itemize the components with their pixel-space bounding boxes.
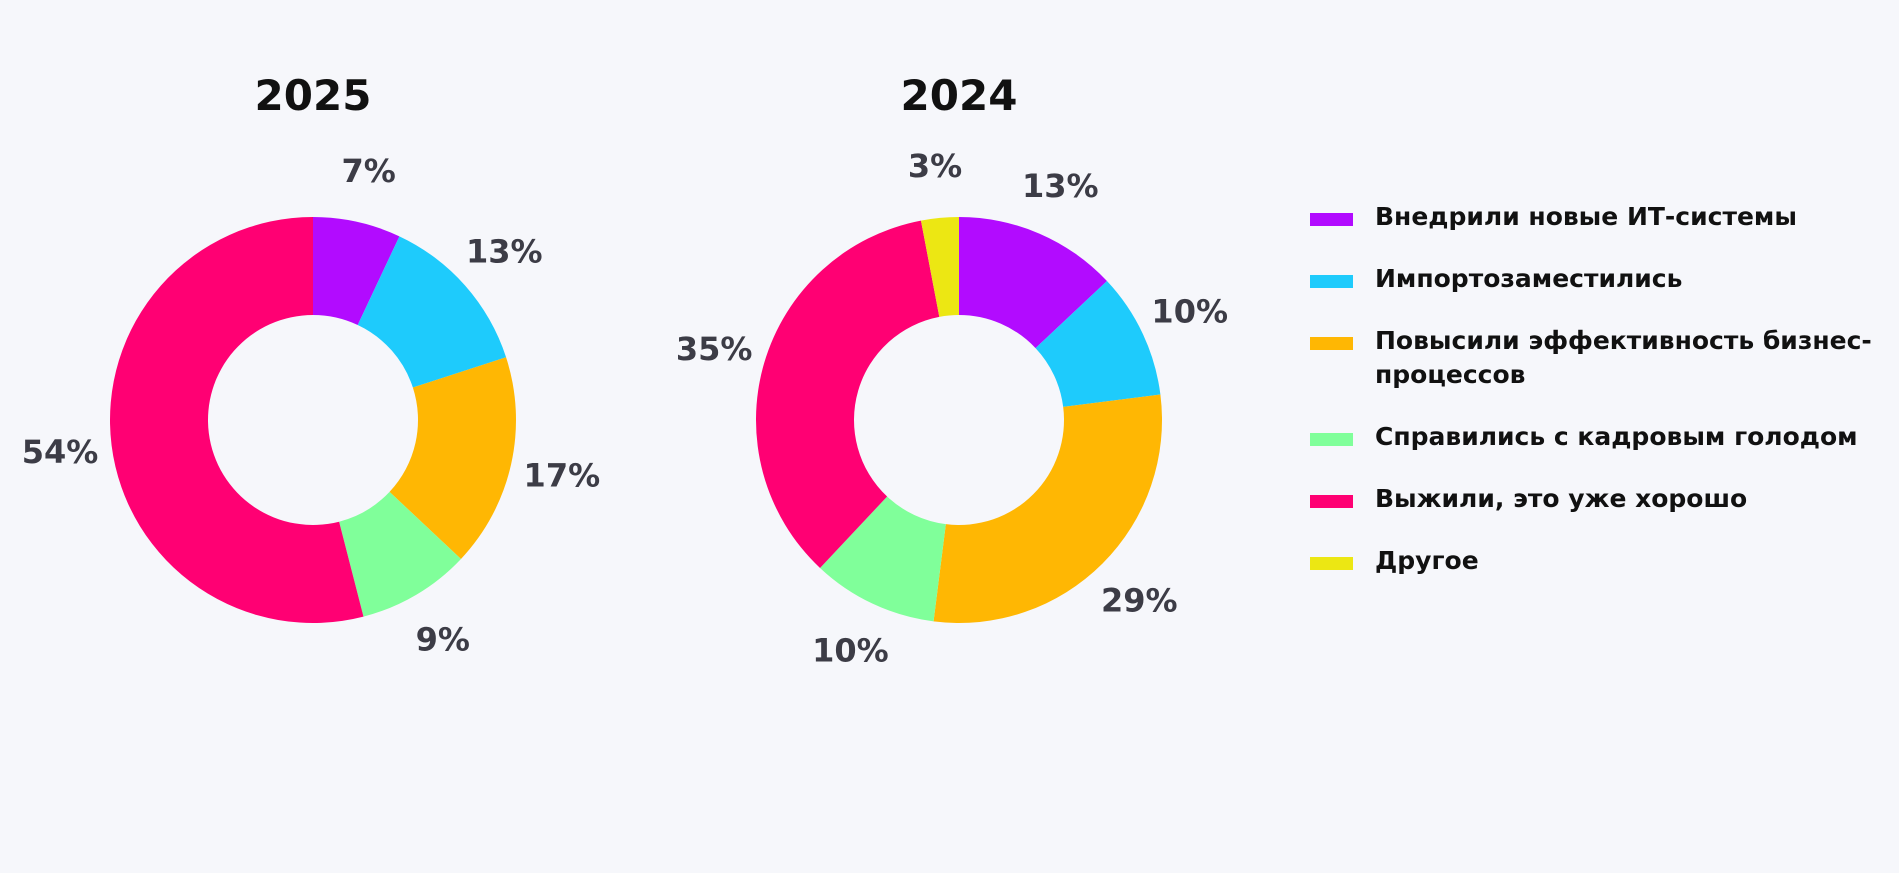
legend-swatch — [1310, 495, 1353, 508]
donut-slice — [820, 496, 946, 622]
donut-slice — [933, 394, 1162, 623]
legend-swatch — [1310, 557, 1353, 570]
slice-label: 17% — [524, 457, 601, 495]
legend-item: Внедрили новые ИТ-системы — [1310, 200, 1890, 234]
legend-item: Другое — [1310, 544, 1890, 578]
legend-swatch — [1310, 337, 1353, 350]
legend-label: Повысили эффективность бизнес-процессов — [1375, 326, 1872, 389]
legend-swatch — [1310, 275, 1353, 288]
legend-item: Выжили, это уже хорошо — [1310, 482, 1890, 516]
slice-label: 13% — [1022, 167, 1099, 205]
legend-swatch — [1310, 433, 1353, 446]
legend-item: Справились с кадровым голодом — [1310, 420, 1890, 454]
donut-slice — [357, 236, 507, 388]
slice-label: 29% — [1101, 581, 1178, 619]
donut-slice — [756, 220, 940, 568]
donut-chart-2024: 2024 13% 10% 29% 10% 35% 3% — [676, 71, 1228, 670]
slice-label: 35% — [676, 330, 753, 368]
donut-slice — [389, 357, 516, 559]
slice-label: 54% — [22, 433, 99, 471]
donut-slice — [339, 491, 461, 617]
legend-swatch — [1310, 213, 1353, 226]
legend-label: Импортозаместились — [1375, 264, 1683, 293]
donut-slice — [109, 217, 364, 623]
legend-label: Другое — [1375, 546, 1479, 575]
donut-slice — [1035, 281, 1161, 407]
donut-chart-2025: 2025 7% 13% 17% 9% 54% — [22, 71, 600, 658]
legend: Внедрили новые ИТ-системы Импортозамести… — [1310, 200, 1890, 606]
chart-title: 2024 — [901, 71, 1018, 120]
legend-label: Внедрили новые ИТ-системы — [1375, 202, 1797, 231]
slice-label: 9% — [416, 620, 470, 658]
donut-slice — [920, 217, 959, 317]
slice-label: 7% — [341, 152, 395, 190]
slice-label: 10% — [1151, 292, 1228, 330]
slice-label: 10% — [812, 632, 889, 670]
legend-item: Импортозаместились — [1310, 262, 1890, 296]
donut-slice — [959, 217, 1107, 349]
legend-label: Выжили, это уже хорошо — [1375, 484, 1748, 513]
slice-label: 13% — [466, 232, 543, 270]
legend-label: Справились с кадровым голодом — [1375, 422, 1858, 451]
slice-label: 3% — [908, 147, 962, 185]
chart-title: 2025 — [255, 71, 372, 120]
donut-slice — [313, 217, 400, 325]
legend-item: Повысили эффективность бизнес-процессов — [1310, 324, 1890, 392]
